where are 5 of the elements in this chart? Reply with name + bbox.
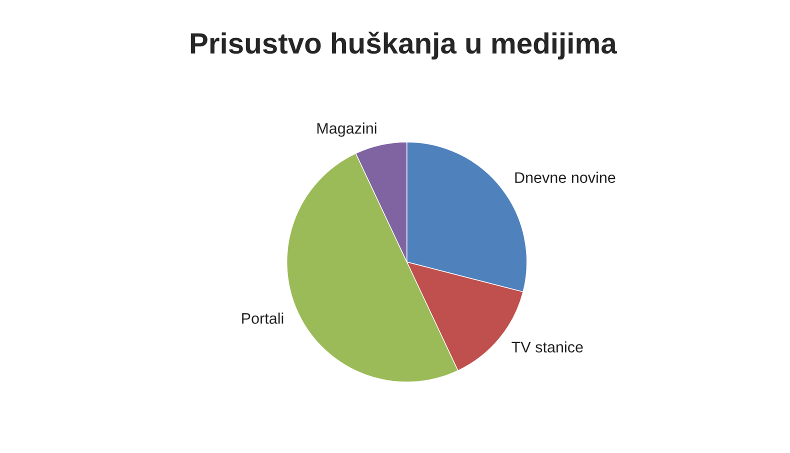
- slice-label: Magazini: [317, 122, 376, 137]
- chart-title: Prisustvo huškanja u medijima: [190, 32, 618, 60]
- slice-label: TV stanice: [512, 341, 583, 353]
- slice-label: Dnevne novine: [515, 172, 616, 183]
- slice-label: Portali: [242, 312, 284, 324]
